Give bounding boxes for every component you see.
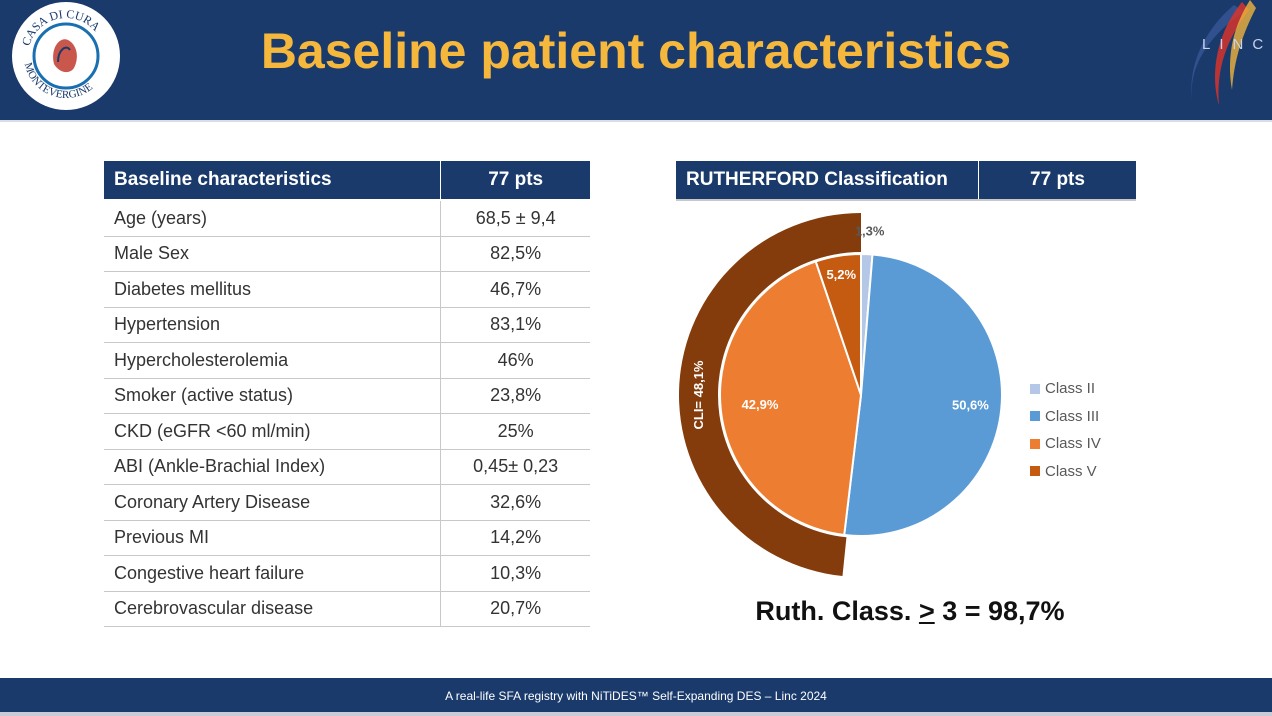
row-value: 14,2% — [440, 520, 590, 556]
legend-label: Class II — [1045, 380, 1096, 398]
casa-di-cura-logo: CASA DI CURA MONTEVERGINE — [12, 2, 120, 110]
legend-swatch — [1030, 383, 1040, 394]
legend-label: Class III — [1045, 407, 1100, 425]
row-value: 10,3% — [440, 555, 590, 592]
pie-slice — [843, 253, 1003, 537]
slice-data-label: 5,2% — [826, 267, 856, 282]
table-row: ABI (Ankle-Brachial Index) 0,45± 0,23 — [104, 449, 590, 485]
row-label: Congestive heart failure — [104, 555, 441, 592]
table-row: Hypercholesterolemia 46% — [104, 342, 590, 379]
table-row: Previous MI 14,2% — [104, 520, 590, 556]
row-label: Diabetes mellitus — [104, 271, 441, 308]
pie-slice — [814, 252, 862, 396]
row-label: ABI (Ankle-Brachial Index) — [104, 449, 441, 485]
row-label: Age (years) — [104, 199, 441, 237]
legend-label: Class V — [1045, 462, 1097, 480]
chart-legend: Class II Class III Class IV Class V — [1030, 375, 1101, 485]
row-value: 32,6% — [440, 484, 590, 521]
slice-data-label: 1,3% — [855, 224, 885, 239]
slide-title: Baseline patient characteristics — [260, 23, 1012, 79]
legend-item: Class III — [1030, 403, 1101, 431]
slice-data-label: 50,6% — [952, 397, 989, 412]
rutherford-count: 77 pts — [978, 161, 1136, 199]
row-label: Male Sex — [104, 236, 441, 272]
row-value: 23,8% — [440, 378, 590, 414]
rutherford-title: RUTHERFORD Classification — [686, 169, 948, 190]
row-value: 82,5% — [440, 236, 590, 272]
row-label: Cerebrovascular disease — [104, 591, 441, 627]
table-row: Cerebrovascular disease 20,7% — [104, 591, 590, 627]
table-row: Congestive heart failure 10,3% — [104, 555, 590, 592]
row-value: 46% — [440, 342, 590, 379]
cli-outer-ring — [678, 213, 861, 577]
legend-item: Class V — [1030, 458, 1101, 486]
row-label: Coronary Artery Disease — [104, 484, 441, 521]
cli-ring-label: CLI= 48,1% — [691, 360, 706, 429]
summary-operator: > — [918, 596, 935, 626]
table-row: Smoker (active status) 23,8% — [104, 378, 590, 414]
pie-slice — [719, 260, 863, 537]
table-row: Male Sex 82,5% — [104, 236, 590, 272]
slide-footer: A real-life SFA registry with NiTiDES™ S… — [0, 678, 1272, 716]
slide-header: CASA DI CURA MONTEVERGINE Baseline patie… — [0, 0, 1272, 120]
row-label: Hypercholesterolemia — [104, 342, 441, 379]
header-rule — [0, 120, 1272, 122]
table-header-row: Baseline characteristics 77 pts — [104, 161, 590, 200]
row-label: CKD (eGFR <60 ml/min) — [104, 413, 441, 450]
row-value: 83,1% — [440, 307, 590, 343]
row-label: Hypertension — [104, 307, 441, 343]
legend-label: Class IV — [1045, 435, 1101, 453]
summary-prefix: Ruth. Class. — [755, 596, 919, 626]
legend-swatch — [1030, 411, 1040, 422]
column-header: 77 pts — [440, 161, 590, 200]
row-value: 68,5 ± 9,4 — [440, 199, 590, 237]
table-row: Age (years) 68,5 ± 9,4 — [104, 199, 590, 237]
rutherford-header: RUTHERFORD Classification 77 pts — [676, 161, 1136, 201]
legend-item: Class II — [1030, 375, 1101, 403]
footer-rule — [0, 712, 1272, 716]
row-value: 20,7% — [440, 591, 590, 627]
legend-swatch — [1030, 438, 1040, 449]
slice-data-label: 42,9% — [742, 397, 779, 412]
linc-brand-swoosh — [1191, 0, 1256, 110]
row-label: Smoker (active status) — [104, 378, 441, 414]
linc-brand-text: LINC — [1202, 36, 1272, 53]
table-row: Diabetes mellitus 46,7% — [104, 271, 590, 308]
row-label: Previous MI — [104, 520, 441, 556]
table-row: Hypertension 83,1% — [104, 307, 590, 343]
row-value: 25% — [440, 413, 590, 450]
table-row: Coronary Artery Disease 32,6% — [104, 484, 590, 521]
row-value: 0,45± 0,23 — [440, 449, 590, 485]
rutherford-pie-chart: CLI= 48,1% 1,3% 50,6% 42,9% 5,2% — [678, 213, 1003, 577]
column-header: Baseline characteristics — [104, 161, 441, 200]
baseline-characteristics-table: Baseline characteristics 77 pts Age (yea… — [104, 161, 590, 627]
summary-suffix: 3 = 98,7% — [934, 596, 1065, 626]
legend-item: Class IV — [1030, 430, 1101, 458]
legend-swatch — [1030, 466, 1040, 477]
table-row: CKD (eGFR <60 ml/min) 25% — [104, 413, 590, 450]
rutherford-summary: Ruth. Class. > 3 = 98,7% — [700, 596, 1120, 627]
row-value: 46,7% — [440, 271, 590, 308]
